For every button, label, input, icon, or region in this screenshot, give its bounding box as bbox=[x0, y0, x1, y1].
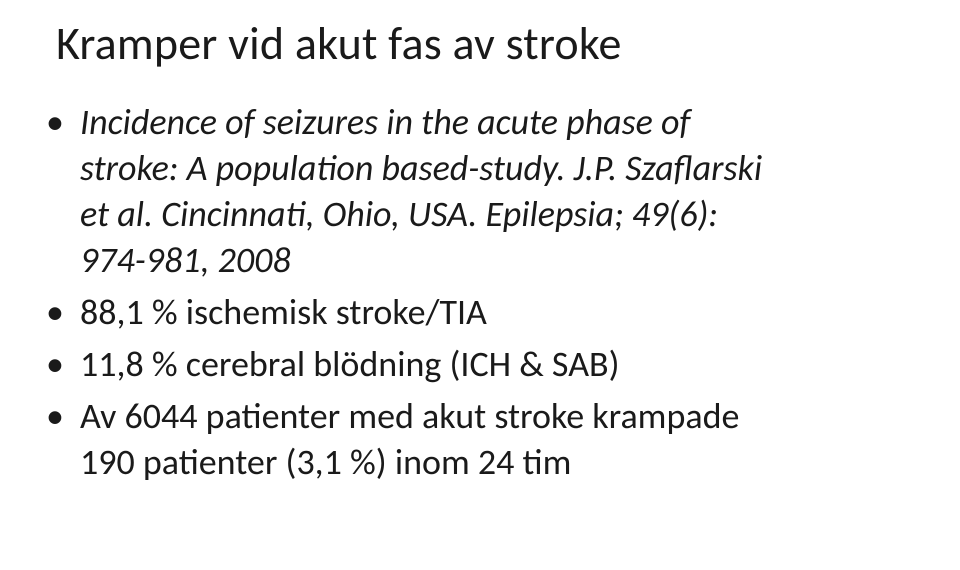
slide-title: Kramper vid akut fas av stroke bbox=[56, 18, 914, 71]
bullet-counts: Av 6044 patienter med akut stroke krampa… bbox=[46, 393, 914, 485]
bullet-list: Incidence of seizures in the acute phase… bbox=[46, 99, 914, 486]
bullet-hemorrhage: 11,8 % cerebral blödning (ICH & SAB) bbox=[46, 341, 914, 387]
slide: Kramper vid akut fas av stroke Incidence… bbox=[0, 0, 960, 570]
counts-line-1: Av 6044 patienter med akut stroke krampa… bbox=[80, 393, 914, 439]
counts-line-2: 190 patienter (3,1 %) inom 24 tim bbox=[80, 439, 914, 485]
citation-line-3: et al. Cincinnati, Ohio, USA. Epilepsia;… bbox=[80, 191, 914, 237]
citation-line-2: stroke: A population based-study. J.P. S… bbox=[80, 145, 914, 191]
citation-line-1: Incidence of seizures in the acute phase… bbox=[80, 99, 914, 145]
bullet-ischemic: 88,1 % ischemisk stroke/TIA bbox=[46, 289, 914, 335]
bullet-citation: Incidence of seizures in the acute phase… bbox=[46, 99, 914, 283]
citation-line-4: 974-981, 2008 bbox=[80, 237, 914, 283]
